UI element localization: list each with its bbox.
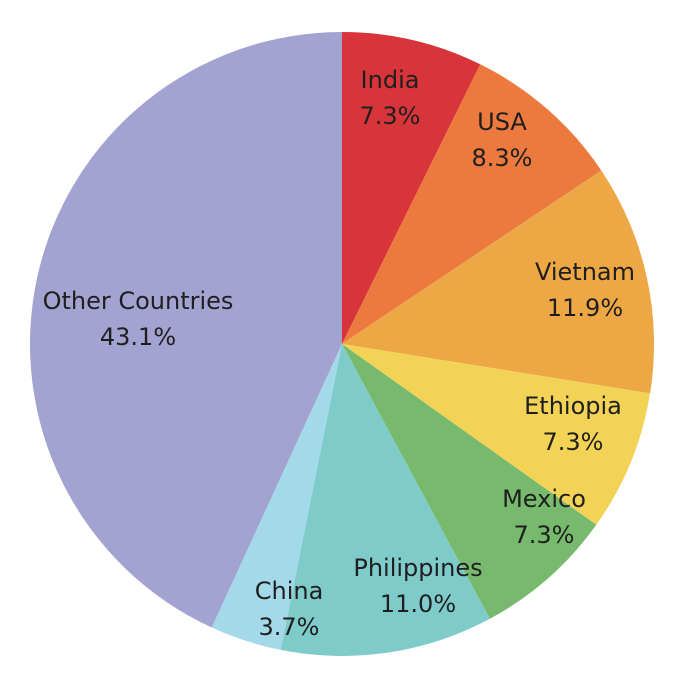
pie-slice-china	[211, 344, 342, 650]
slice-value-label-china: 3.7%	[259, 613, 320, 641]
slice-value-label-usa: 8.3%	[472, 144, 533, 172]
slice-label-india: India	[361, 66, 420, 94]
pie-slice-philippines	[280, 344, 490, 656]
slice-label-china: China	[255, 577, 324, 605]
slice-label-usa: USA	[477, 108, 527, 136]
slice-label-ethiopia: Ethiopia	[524, 392, 622, 420]
pie-slice-mexico	[342, 344, 597, 619]
slice-label-philippines: Philippines	[353, 554, 482, 582]
slice-label-vietnam: Vietnam	[535, 258, 635, 286]
slice-value-label-vietnam: 11.9%	[547, 294, 623, 322]
labels-layer: India 7.3% USA 8.3% Vietnam 11.9% Ethiopia 7.3%…	[43, 66, 635, 641]
slice-value-label-ethiopia: 7.3%	[543, 428, 604, 456]
slice-label-other-countries: Other Countries	[43, 287, 234, 315]
pie-slice-usa	[342, 64, 602, 344]
slice-label-mexico: Mexico	[502, 485, 586, 513]
pie-slice-vietnam	[342, 170, 654, 394]
pie-slice-other-countries	[29, 32, 343, 628]
pie-slice-india	[342, 32, 481, 344]
slices-layer	[29, 32, 654, 656]
slice-value-label-india: 7.3%	[360, 102, 421, 130]
slice-value-label-philippines: 11.0%	[380, 590, 456, 618]
slice-value-label-mexico: 7.3%	[514, 521, 575, 549]
pie-slice-ethiopia	[342, 344, 651, 525]
slice-value-label-other-countries: 43.1%	[100, 323, 176, 351]
